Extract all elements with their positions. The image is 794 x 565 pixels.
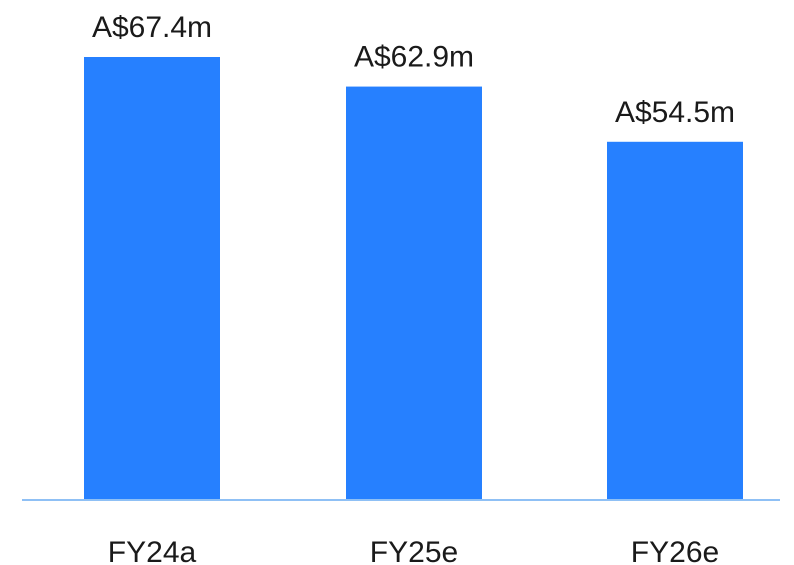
- category-label-fy25e: FY25e: [370, 536, 458, 565]
- bar-fy25e: [346, 86, 482, 500]
- value-labels-group: A$67.4m A$62.9m A$54.5m: [92, 11, 735, 129]
- bar-fy26e: [607, 141, 743, 500]
- value-label-fy25e: A$62.9m: [354, 41, 474, 74]
- category-label-fy24a: FY24a: [108, 536, 197, 565]
- value-label-fy26e: A$54.5m: [615, 96, 735, 129]
- category-labels-group: FY24a FY25e FY26e: [108, 536, 719, 565]
- value-label-fy24a: A$67.4m: [92, 11, 212, 44]
- bars-group: [84, 57, 743, 500]
- category-label-fy26e: FY26e: [631, 536, 719, 565]
- bar-fy24a: [84, 57, 220, 500]
